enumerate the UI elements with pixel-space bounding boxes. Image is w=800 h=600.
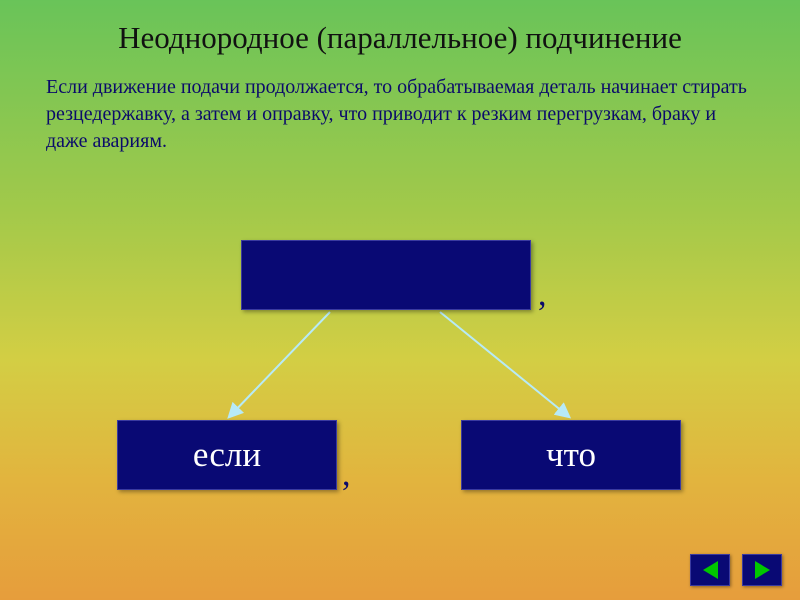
slide: Неоднородное (параллельное) подчинение Е… — [0, 0, 800, 600]
slide-title: Неоднородное (параллельное) подчинение — [40, 20, 760, 56]
diagram: если что , , — [0, 240, 800, 520]
edge-top-left — [230, 312, 330, 416]
example-sentence: Если движение подачи продолжается, то об… — [46, 74, 754, 155]
next-button[interactable] — [742, 554, 782, 586]
node-subordinate-if: если — [117, 420, 337, 490]
comma-after-if: , — [342, 456, 351, 494]
node-that-label: что — [546, 435, 596, 475]
triangle-right-icon — [755, 561, 770, 579]
node-main-clause — [241, 240, 531, 310]
edge-top-right — [440, 312, 568, 416]
node-subordinate-that: что — [461, 420, 681, 490]
comma-after-main: , — [538, 276, 547, 314]
triangle-left-icon — [703, 561, 718, 579]
nav-controls — [690, 554, 782, 586]
node-if-label: если — [193, 435, 261, 475]
prev-button[interactable] — [690, 554, 730, 586]
